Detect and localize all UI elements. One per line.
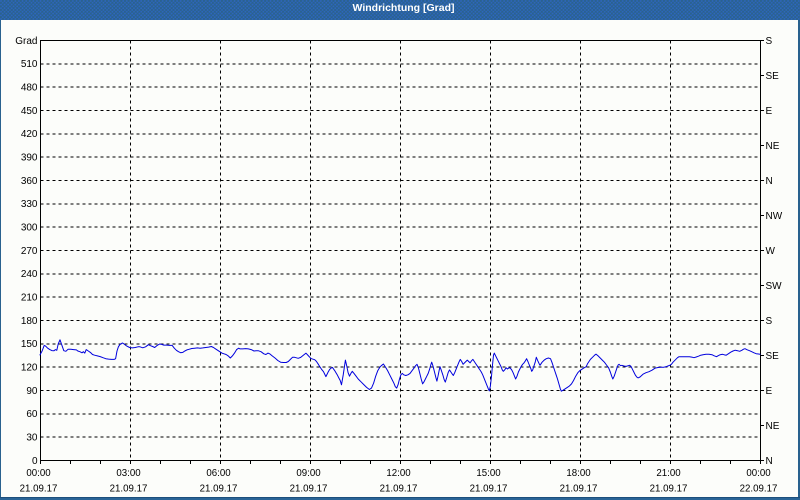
svg-text:21.09.17: 21.09.17 (380, 484, 418, 495)
svg-text:21.09.17: 21.09.17 (200, 484, 238, 495)
svg-text:240: 240 (21, 269, 38, 280)
svg-text:180: 180 (21, 316, 38, 327)
svg-text:00:00: 00:00 (26, 468, 51, 479)
svg-text:NE: NE (766, 421, 780, 432)
svg-text:NE: NE (766, 141, 780, 152)
svg-text:90: 90 (26, 386, 38, 397)
svg-text:510: 510 (21, 59, 38, 70)
svg-text:22.09.17: 22.09.17 (740, 484, 778, 495)
svg-text:360: 360 (21, 176, 38, 187)
svg-text:270: 270 (21, 246, 38, 257)
svg-text:450: 450 (21, 106, 38, 117)
svg-text:W: W (766, 246, 776, 257)
svg-text:SE: SE (766, 351, 780, 362)
svg-text:03:00: 03:00 (116, 468, 141, 479)
svg-text:210: 210 (21, 293, 38, 304)
svg-text:NW: NW (766, 211, 783, 222)
svg-text:300: 300 (21, 223, 38, 234)
svg-text:480: 480 (21, 83, 38, 94)
svg-text:N: N (766, 176, 773, 187)
svg-text:SE: SE (766, 71, 780, 82)
svg-text:09:00: 09:00 (296, 468, 321, 479)
svg-text:E: E (766, 386, 773, 397)
svg-text:12:00: 12:00 (386, 468, 411, 479)
svg-text:06:00: 06:00 (206, 468, 231, 479)
svg-text:S: S (766, 36, 773, 47)
svg-text:S: S (766, 316, 773, 327)
svg-text:390: 390 (21, 153, 38, 164)
svg-text:330: 330 (21, 199, 38, 210)
svg-text:Grad: Grad (15, 36, 37, 47)
svg-text:21.09.17: 21.09.17 (290, 484, 328, 495)
svg-text:21.09.17: 21.09.17 (110, 484, 148, 495)
svg-text:150: 150 (21, 339, 38, 350)
svg-text:120: 120 (21, 363, 38, 374)
svg-text:15:00: 15:00 (476, 468, 501, 479)
svg-text:SW: SW (766, 281, 783, 292)
svg-text:21:00: 21:00 (656, 468, 681, 479)
svg-text:60: 60 (26, 409, 38, 420)
svg-text:420: 420 (21, 129, 38, 140)
svg-text:E: E (766, 106, 773, 117)
svg-text:18:00: 18:00 (566, 468, 591, 479)
svg-text:21.09.17: 21.09.17 (470, 484, 508, 495)
svg-text:30: 30 (26, 433, 38, 444)
svg-text:00:00: 00:00 (746, 468, 771, 479)
svg-text:N: N (766, 456, 773, 467)
svg-text:21.09.17: 21.09.17 (560, 484, 598, 495)
svg-text:21.09.17: 21.09.17 (20, 484, 58, 495)
svg-text:21.09.17: 21.09.17 (650, 484, 688, 495)
svg-text:0: 0 (32, 456, 38, 467)
